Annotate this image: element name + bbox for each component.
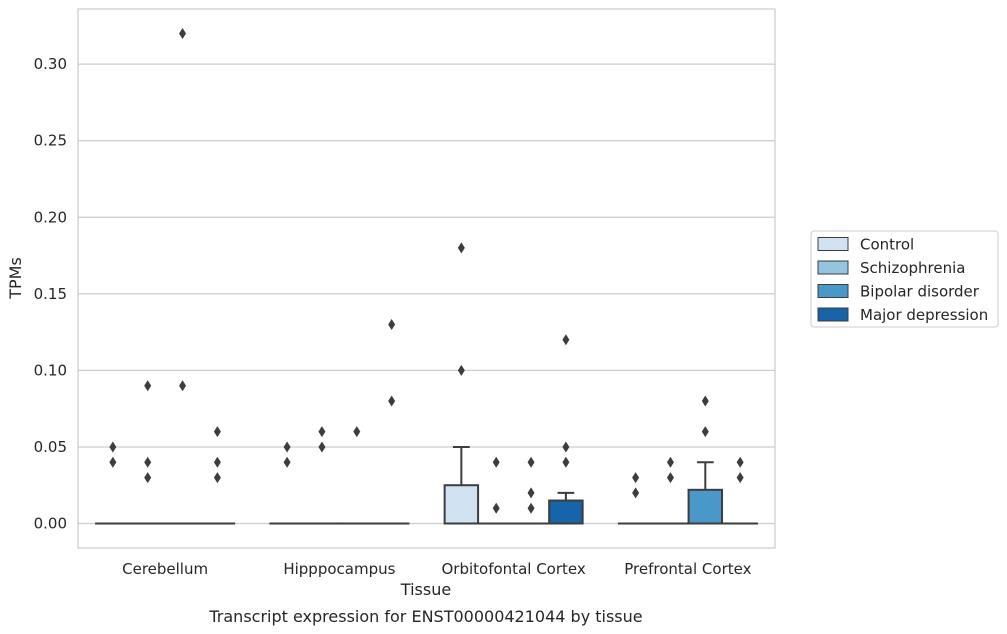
outlier-point	[492, 456, 500, 468]
figure-caption: Transcript expression for ENST0000042104…	[208, 607, 642, 626]
y-tick-label: 0.00	[34, 515, 67, 533]
outlier-point	[457, 364, 465, 376]
y-axis-ticks: 0.00 0.05 0.10 0.15 0.20 0.25 0.30	[34, 55, 67, 532]
outlier-point	[144, 472, 152, 484]
outlier-point	[527, 502, 535, 514]
outlier-point	[318, 426, 326, 438]
outlier-point	[527, 456, 535, 468]
outlier-point	[701, 426, 709, 438]
outlier-point	[388, 318, 396, 330]
legend-swatch	[817, 284, 849, 298]
outlier-point	[527, 487, 535, 499]
outlier-point	[388, 395, 396, 407]
legend: Control Schizophrenia Bipolar disorder Majo…	[810, 230, 999, 328]
outlier-point	[736, 472, 744, 484]
outlier-point	[353, 426, 361, 438]
outlier-point	[701, 395, 709, 407]
outlier-point	[144, 456, 152, 468]
y-tick-label: 0.15	[34, 285, 67, 303]
box-body	[687, 488, 724, 525]
outlier-point	[736, 456, 744, 468]
y-tick-label: 0.10	[34, 361, 67, 379]
y-tick-label: 0.25	[34, 132, 67, 150]
outlier-point	[562, 456, 570, 468]
legend-label: Major depression	[860, 306, 988, 324]
outlier-point	[666, 456, 674, 468]
outlier-point	[213, 472, 221, 484]
y-tick-label: 0.20	[34, 208, 67, 226]
x-axis-title: Tissue	[400, 580, 451, 599]
outlier-point	[492, 502, 500, 514]
outlier-point	[213, 426, 221, 438]
outlier-point	[562, 334, 570, 346]
legend-label: Bipolar disorder	[860, 283, 980, 301]
outlier-point	[283, 456, 291, 468]
legend-frame	[810, 230, 999, 328]
box-major-depression	[548, 491, 584, 525]
plot-frame	[77, 8, 776, 549]
outlier-point	[109, 441, 117, 453]
x-axis-ticks: Cerebellum Hipppocampus Orbitofontal Corte…	[122, 560, 751, 578]
x-tick-label: Cerebellum	[122, 560, 208, 578]
outlier-point	[179, 380, 187, 392]
box-body	[548, 499, 584, 525]
outlier-point	[632, 472, 640, 484]
outlier-point	[666, 472, 674, 484]
x-tick-label: Hipppocampus	[283, 560, 395, 578]
legend-label: Schizophrenia	[860, 259, 965, 277]
outlier-point	[632, 487, 640, 499]
outlier-point	[144, 380, 152, 392]
legend-swatch	[817, 307, 849, 322]
outlier-point	[562, 441, 570, 453]
gridlines	[78, 63, 775, 525]
outlier-point	[213, 456, 221, 468]
outlier-point	[457, 242, 465, 254]
y-tick-label: 0.05	[34, 438, 67, 456]
outlier-point	[283, 441, 291, 453]
box-bipolar-disorder	[687, 461, 724, 525]
x-tick-label: Orbitofontal Cortex	[442, 560, 586, 578]
outlier-point	[318, 441, 326, 453]
y-axis-title: TPMs	[6, 257, 25, 300]
box-body	[443, 484, 480, 525]
legend-label: Control	[860, 236, 914, 254]
boxes	[95, 445, 758, 525]
legend-swatch	[817, 260, 849, 275]
x-tick-label: Prefrontal Cortex	[624, 560, 751, 578]
outlier-point	[179, 28, 187, 39]
box-control	[443, 445, 480, 525]
legend-swatch	[817, 237, 849, 251]
outliers	[109, 28, 744, 514]
outlier-point	[109, 456, 117, 468]
y-tick-label: 0.30	[34, 55, 67, 73]
